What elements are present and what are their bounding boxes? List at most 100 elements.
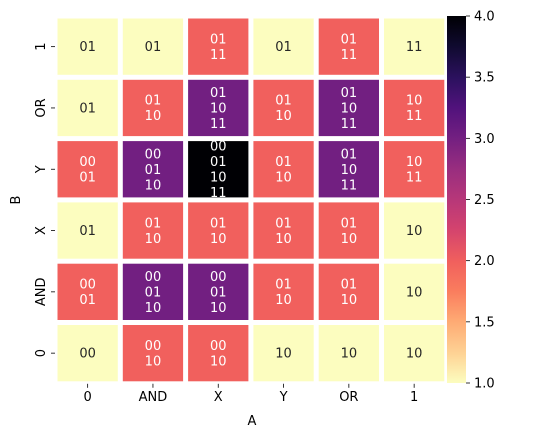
- heatmap-cell: [384, 18, 445, 75]
- cell-annotation: 01: [210, 32, 227, 47]
- cell-annotation: 00: [79, 347, 96, 362]
- cell-annotation: 01: [145, 40, 162, 55]
- cell-annotation: 00: [210, 339, 227, 354]
- cell-annotation: 01: [145, 163, 162, 178]
- colorbar-tick-label: 4.0: [474, 10, 495, 25]
- heatmap-cell: [384, 202, 445, 259]
- cell-annotation: 11: [406, 171, 423, 186]
- cell-annotation: 01: [210, 86, 227, 101]
- cell-annotation: 10: [406, 285, 423, 300]
- x-tick-label: OR: [339, 390, 358, 405]
- heatmap-cell: [384, 79, 445, 137]
- y-axis-label: B: [9, 196, 24, 205]
- cell-annotation: 11: [341, 117, 358, 132]
- heatmap-cell: [188, 18, 249, 75]
- heatmap-cell: [253, 79, 314, 137]
- heatmap-cell: [188, 79, 249, 137]
- heatmap-cell: [253, 202, 314, 259]
- heatmap-cell: [253, 263, 314, 320]
- x-tick-label: 0: [84, 390, 92, 405]
- cell-annotation: 01: [275, 216, 292, 231]
- x-tick-label: X: [214, 390, 223, 405]
- colorbar-ticks: 1.0 1.5 2.0 2.5 3.0 3.5 4.0: [466, 10, 495, 392]
- cell-annotation: 11: [341, 48, 358, 63]
- cell-annotation: 11: [210, 48, 227, 63]
- colorbar-tick-label: 1.0: [474, 377, 495, 392]
- cell-annotation: 10: [145, 178, 162, 193]
- cell-annotation: 10: [210, 101, 227, 116]
- cell-annotation: 00: [210, 140, 227, 155]
- cell-annotation: 01: [341, 86, 358, 101]
- heatmap-cell: [318, 325, 379, 382]
- y-tick-label: X: [34, 226, 49, 235]
- y-tick-label: 0: [34, 349, 49, 357]
- cell-annotation: 10: [210, 232, 227, 247]
- x-tick-label: 1: [410, 390, 418, 405]
- cell-annotation: 01: [275, 155, 292, 170]
- cell-annotation: 00: [145, 339, 162, 354]
- heatmap-cells: [57, 18, 445, 382]
- cell-annotation: 10: [341, 232, 358, 247]
- cell-annotation: 10: [341, 347, 358, 362]
- cell-annotation: 01: [79, 224, 96, 239]
- cell-annotation: 11: [341, 178, 358, 193]
- cell-annotation: 01: [341, 147, 358, 162]
- cell-annotation: 10: [406, 224, 423, 239]
- heatmap-cell: [57, 263, 118, 320]
- cell-annotation: 10: [275, 109, 292, 124]
- cell-annotation: 01: [79, 40, 96, 55]
- colorbar-gradient: [447, 16, 466, 383]
- y-tick-label: Y: [34, 165, 49, 174]
- cell-annotation: 10: [406, 94, 423, 109]
- heatmap-cell: [384, 141, 445, 198]
- cell-annotation: 01: [275, 278, 292, 293]
- heatmap-cell: [318, 263, 379, 320]
- cell-annotation: 10: [145, 301, 162, 316]
- cell-annotation: 00: [79, 278, 96, 293]
- heatmap-cell: [253, 325, 314, 382]
- cell-annotation: 10: [145, 232, 162, 247]
- colorbar-tick-label: 3.0: [474, 132, 495, 147]
- colorbar-tick-label: 3.5: [474, 71, 495, 86]
- heatmap-cell: [318, 18, 379, 75]
- colorbar-tick-label: 2.0: [474, 254, 495, 269]
- cell-annotation: 10: [210, 301, 227, 316]
- heatmap-cell: [188, 202, 249, 259]
- colorbar-tick-label: 2.5: [474, 193, 495, 208]
- heatmap-cell: [57, 18, 118, 75]
- cell-annotation: 10: [406, 347, 423, 362]
- cell-annotation: 10: [406, 155, 423, 170]
- y-tick-label: OR: [34, 98, 49, 117]
- heatmap-cell: [384, 325, 445, 382]
- cell-annotation: 10: [210, 354, 227, 369]
- heatmap-cell: [253, 141, 314, 198]
- cell-annotation: 10: [145, 109, 162, 124]
- heatmap-cell: [122, 18, 184, 75]
- cell-annotation: 10: [341, 101, 358, 116]
- cell-annotation: 01: [275, 40, 292, 55]
- heatmap-cell: [57, 141, 118, 198]
- cell-annotation: 10: [341, 163, 358, 178]
- x-tick-label: Y: [279, 390, 288, 405]
- cell-annotation: 00: [210, 270, 227, 285]
- y-axis-ticks: 1 OR Y X AND 0: [34, 43, 55, 357]
- heatmap-cell: [318, 202, 379, 259]
- cell-annotation: 01: [341, 216, 358, 231]
- cell-annotation: 00: [145, 147, 162, 162]
- cell-annotation: 01: [341, 278, 358, 293]
- heatmap-cell: [188, 263, 249, 320]
- cell-annotation: 01: [79, 101, 96, 116]
- cell-annotation: 10: [275, 347, 292, 362]
- heatmap-cell: [384, 263, 445, 320]
- heatmap-cell: [122, 202, 184, 259]
- cell-annotation: 01: [145, 285, 162, 300]
- cell-annotation: 01: [79, 171, 96, 186]
- heatmap-cell: [188, 325, 249, 382]
- cell-annotation: 01: [79, 293, 96, 308]
- x-axis-label: A: [248, 414, 257, 429]
- cell-annotation: 01: [145, 94, 162, 109]
- heatmap-cell: [122, 141, 184, 198]
- heatmap-cell: [318, 141, 379, 198]
- cell-annotation: 01: [210, 285, 227, 300]
- cell-annotation: 10: [275, 293, 292, 308]
